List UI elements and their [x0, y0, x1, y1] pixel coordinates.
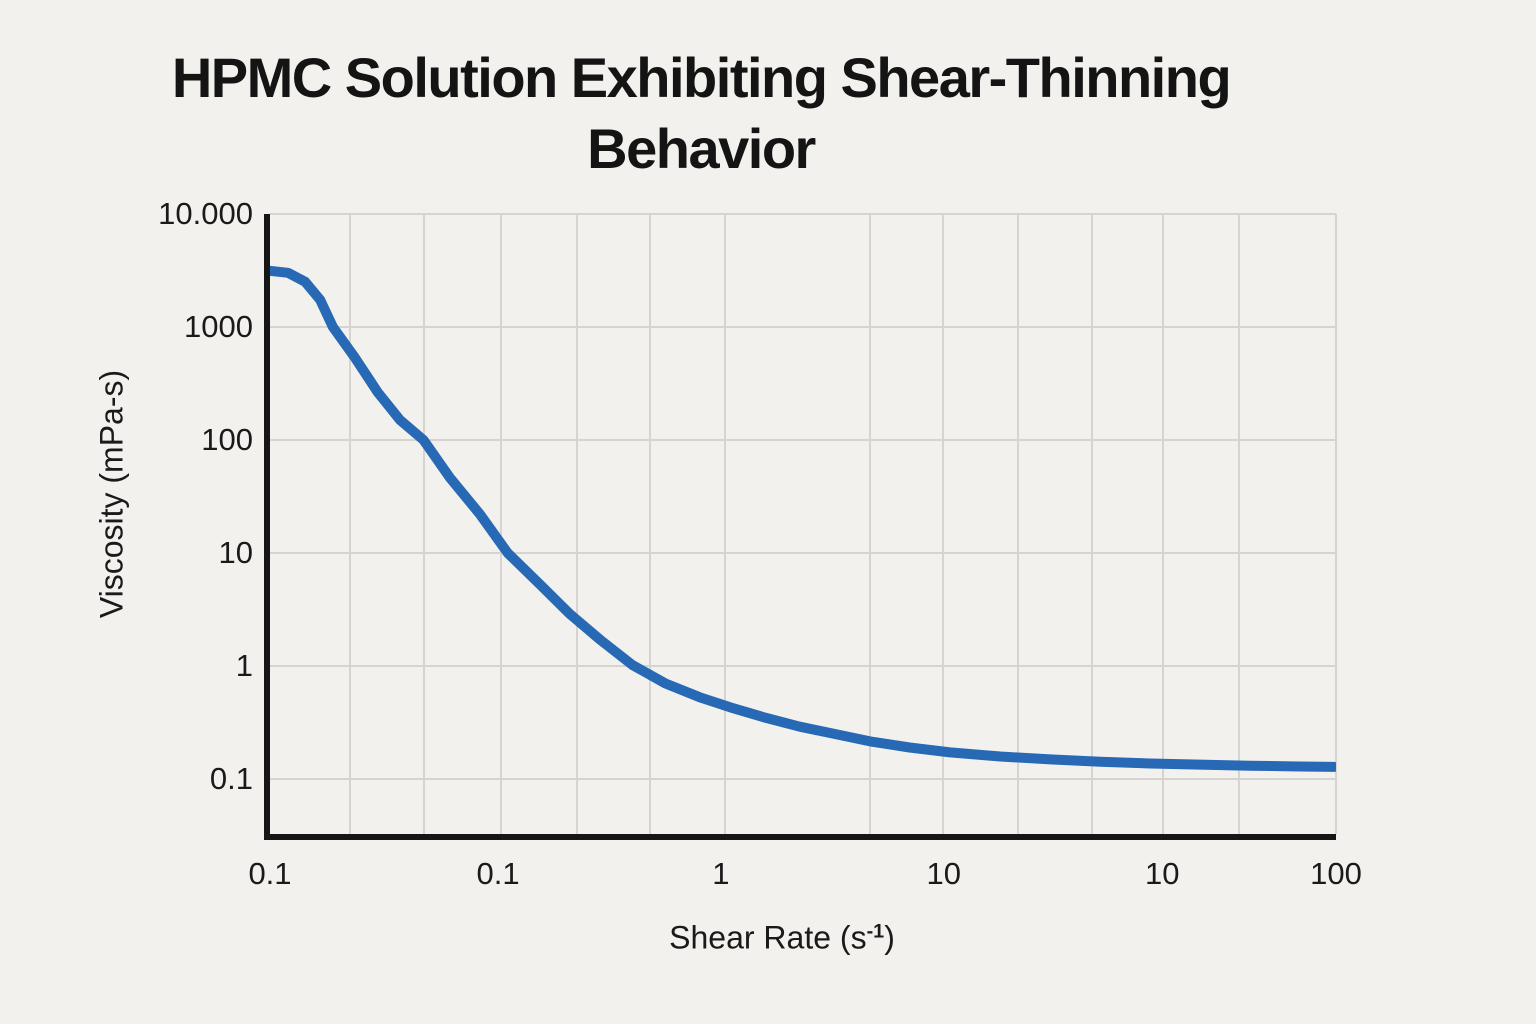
x-tick-label: 10 — [1144, 856, 1180, 891]
vertical-gridline — [1335, 214, 1337, 834]
y-tick-label: 0.1 — [209, 761, 253, 796]
y-tick-label: 1 — [235, 647, 253, 683]
chart-title-line1: HPMC Solution Exhibiting Shear-Thinning — [171, 46, 1232, 109]
vertical-gridline — [576, 214, 578, 834]
x-axis-title: Shear Rate (s-1) — [669, 920, 895, 957]
vertical-gridline — [723, 214, 726, 834]
x-tick-label: 1 — [712, 856, 730, 891]
chart-title: HPMC Solution Exhibiting Shear-Thinning … — [171, 42, 1232, 184]
y-tick-label: 10.000 — [158, 196, 253, 231]
horizontal-gridline — [270, 552, 1336, 555]
vertical-gridline — [649, 214, 652, 834]
x-tick-label: 10 — [926, 856, 961, 891]
vertical-gridline — [1090, 214, 1093, 834]
vertical-gridline — [348, 214, 351, 834]
x-tick-label: 100 — [1310, 856, 1362, 891]
y-tick-label: 1000 — [184, 309, 253, 345]
horizontal-gridline — [270, 326, 1336, 329]
viscosity-curve-path — [270, 265, 1336, 772]
vertical-gridline — [423, 214, 426, 834]
y-tick-label: 10 — [218, 535, 253, 571]
y-tick-label: 100 — [201, 421, 253, 457]
x-axis-title-post: ) — [884, 919, 895, 956]
x-tick-label: 0.1 — [476, 856, 520, 891]
vertical-gridline — [500, 214, 502, 834]
x-axis-title-superscript: -1 — [866, 920, 885, 943]
y-axis-title: Viscosity (mPa-s) — [93, 369, 130, 619]
plot-area — [264, 213, 1337, 840]
vertical-gridline — [869, 214, 872, 834]
horizontal-gridline — [270, 213, 1336, 215]
chart-title-line2: Behavior — [587, 117, 816, 180]
x-axis-line — [264, 834, 1336, 840]
y-axis-line — [264, 214, 270, 840]
x-axis-title-pre: Shear Rate (s — [669, 919, 867, 956]
vertical-gridline — [1237, 214, 1240, 834]
horizontal-gridline — [270, 778, 1336, 780]
horizontal-gridline — [270, 438, 1336, 441]
viscosity-curve — [270, 265, 1336, 772]
vertical-gridline — [1017, 214, 1019, 834]
vertical-gridline — [941, 214, 944, 834]
x-tick-label: 0.1 — [248, 856, 292, 891]
vertical-gridline — [1161, 214, 1164, 834]
horizontal-gridline — [270, 664, 1336, 667]
